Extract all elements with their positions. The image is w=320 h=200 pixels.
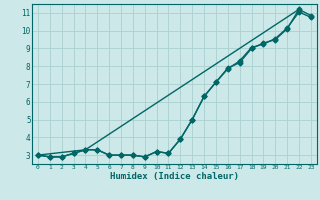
X-axis label: Humidex (Indice chaleur): Humidex (Indice chaleur) xyxy=(110,172,239,181)
